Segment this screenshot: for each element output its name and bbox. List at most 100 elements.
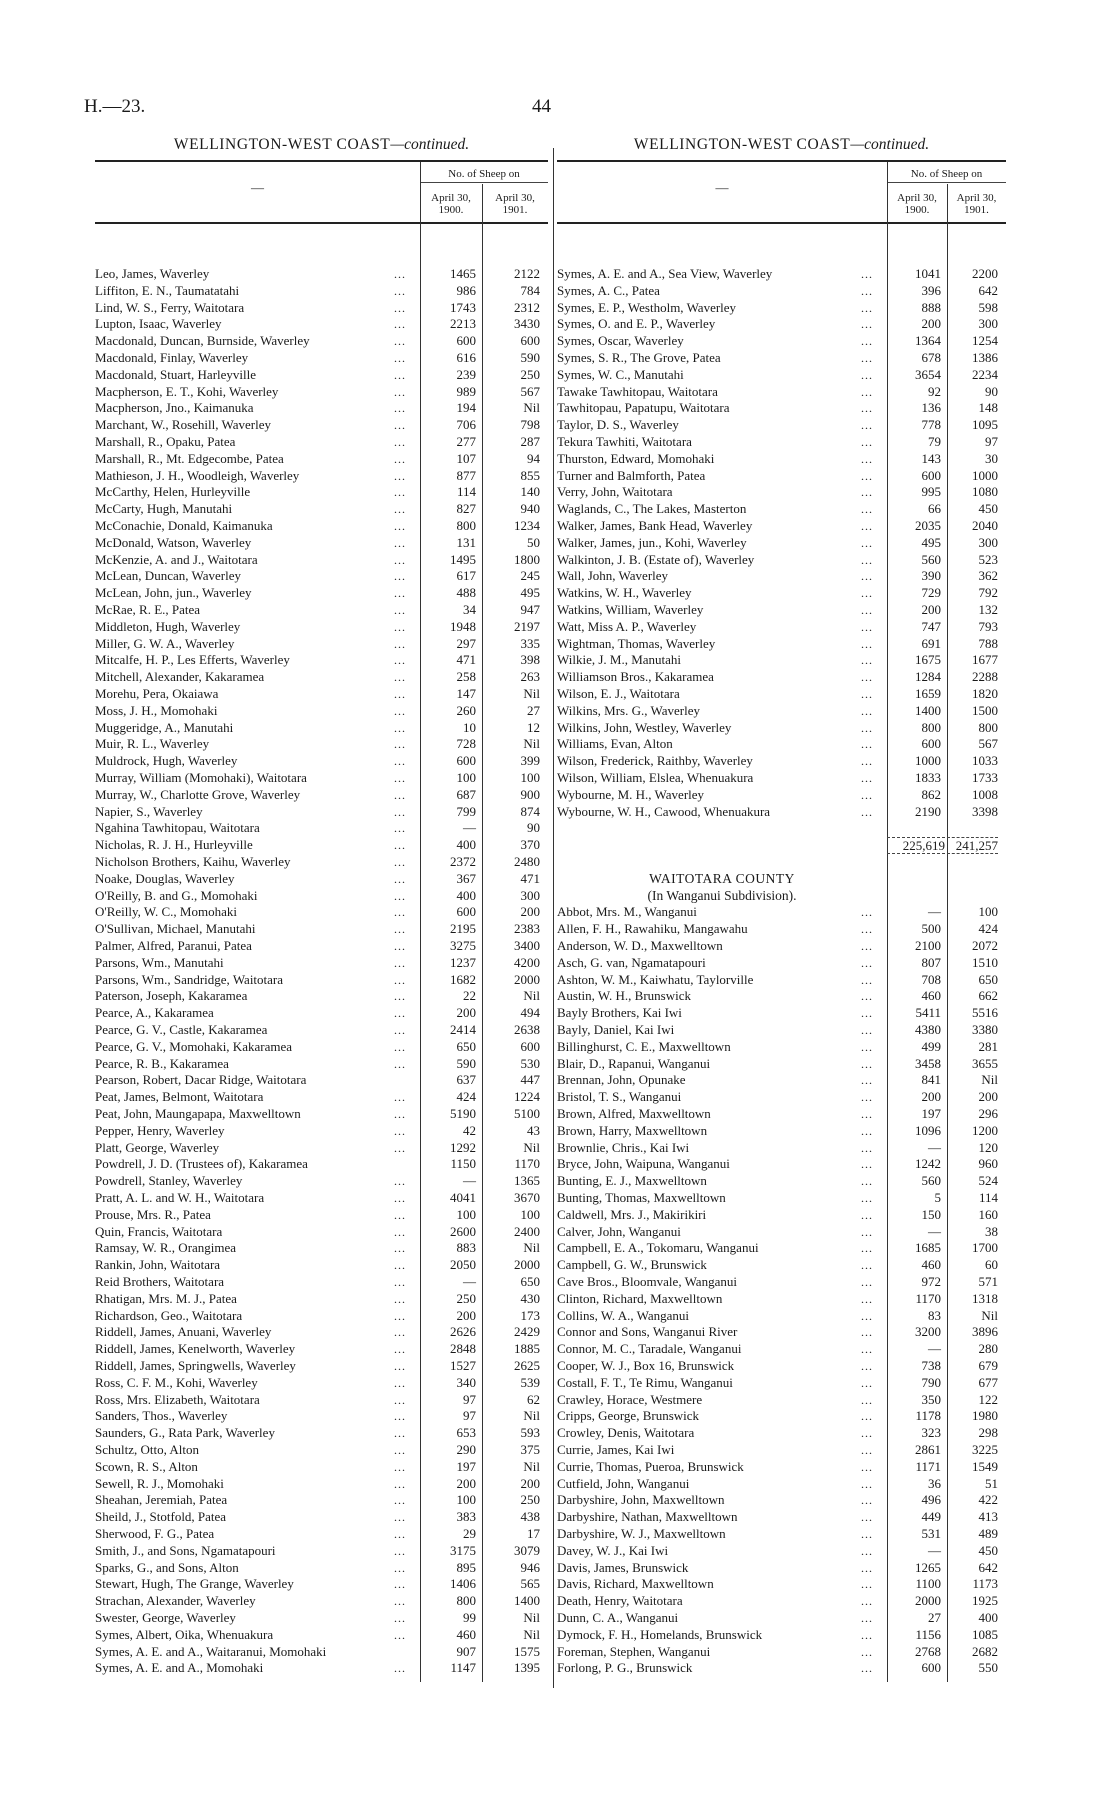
owner-name: Muir, R. L., Waverley: [95, 736, 210, 752]
sheep-1901: 2312: [514, 299, 540, 315]
table-row: Davey, W. J., Kai Iwi... — 450: [557, 1543, 1006, 1560]
sheep-1900: —: [928, 1341, 941, 1357]
sheep-1900: 1096: [915, 1122, 941, 1138]
sheep-1900: 1041: [915, 266, 941, 281]
leader-dots: ...: [394, 1107, 406, 1121]
sheep-1900: 2600: [450, 1223, 476, 1239]
table-row: Ross, Mrs. Elizabeth, Waitotara... 97 62: [95, 1392, 548, 1409]
sheep-1900: 841: [921, 1072, 942, 1088]
column-header-1900: April 30, 1900.: [431, 192, 471, 216]
table-row: Waglands, C., The Lakes, Masterton... 66 4…: [557, 501, 1006, 518]
sheep-1901: 300: [978, 316, 999, 332]
table-row: Nicholas, R. J. H., Hurleyville... 400 370: [95, 837, 548, 854]
table-row: Taylor, D. S., Waverley... 778 1095: [557, 417, 1006, 434]
owner-name: Macpherson, Jno., Kaimanuka: [95, 400, 254, 416]
leader-dots: ...: [861, 1073, 873, 1088]
table-row: Austin, W. H., Brunswick... 460 662: [557, 988, 1006, 1005]
table-row: Thurston, Edward, Momohaki... 143 30: [557, 451, 1006, 468]
owner-name: Bunting, E. J., Maxwelltown: [557, 1173, 707, 1189]
sheep-1900: 1743: [450, 299, 476, 315]
sheep-1900: 42: [463, 1122, 476, 1138]
sheep-1900: 778: [921, 417, 942, 433]
sheep-1900: 197: [456, 1458, 477, 1474]
table-row: Riddell, James, Kenelworth, Waverley... 2…: [95, 1341, 548, 1358]
table-row: Palmer, Alfred, Paranui, Patea... 3275 340…: [95, 938, 548, 955]
table-row: Parsons, Wm., Sandridge, Waitotara... 168…: [95, 972, 548, 989]
sheep-1901: Nil: [523, 1408, 540, 1424]
leader-dots: ...: [861, 1594, 873, 1609]
leader-dots: ...: [394, 720, 406, 735]
table-row: Noake, Douglas, Waverley... 367 471: [95, 871, 548, 888]
owner-name: Darbyshire, W. J., Maxwelltown: [557, 1526, 726, 1541]
leader-dots: ...: [394, 1224, 406, 1239]
owner-name: Pearce, A., Kakaramea: [95, 1005, 214, 1021]
sheep-1901: 3380: [972, 1022, 998, 1037]
owner-name: Pearson, Robert, Dacar Ridge, Waitotara: [95, 1072, 307, 1088]
sheep-1900: 687: [456, 786, 477, 802]
sheep-1901: 1000: [972, 467, 998, 483]
leader-dots: ...: [861, 1527, 873, 1541]
sheep-1901: 148: [978, 400, 999, 416]
owner-name: Blair, D., Rapanui, Wanganui: [557, 1055, 711, 1071]
leader-dots: ...: [394, 1258, 406, 1273]
sheep-1900: 4041: [450, 1190, 476, 1205]
owner-name: Middleton, Hugh, Waverley: [95, 618, 241, 634]
owner-name: Currie, James, Kai Iwi: [557, 1442, 675, 1457]
sheep-1901: 679: [978, 1358, 999, 1373]
sheep-1901: 600: [520, 333, 541, 349]
leader-dots: ...: [394, 300, 406, 315]
sheep-1901: 250: [520, 366, 541, 382]
owner-name: Foreman, Stephen, Wanganui: [557, 1643, 711, 1659]
sheep-1901: 200: [520, 1475, 541, 1491]
sheep-1901: 1224: [514, 1089, 540, 1105]
owner-name: Peat, John, Maungapapa, Maxwelltown: [95, 1106, 301, 1121]
table-row: Lind, W. S., Ferry, Waitotara... 1743 2312: [95, 300, 548, 317]
sheep-1900: 66: [928, 501, 941, 517]
owner-name: Mathieson, J. H., Woodleigh, Waverley: [95, 467, 300, 483]
table-row: Bunting, Thomas, Maxwelltown... 5 114: [557, 1190, 1006, 1207]
sheep-1900: 290: [456, 1442, 477, 1457]
owner-name: Symes, O. and E. P., Waverley: [557, 316, 716, 332]
table-row: Forlong, P. G., Brunswick... 600 550: [557, 1660, 1006, 1677]
leader-dots: ...: [861, 670, 873, 685]
column-header-1900: April 30, 1900.: [897, 192, 937, 216]
owner-name: Ashton, W. M., Kaiwhatu, Taylorville: [557, 971, 754, 987]
leader-dots: ...: [394, 401, 406, 416]
table-row: O'Sullivan, Michael, Manutahi... 2195 2383: [95, 921, 548, 938]
owner-name: Pearce, G. V., Castle, Kakaramea: [95, 1022, 268, 1037]
sheep-1900: 1675: [915, 652, 941, 668]
sheep-1901: 1095: [972, 417, 998, 433]
sheep-1901: 2429: [514, 1324, 540, 1340]
column-divider: [553, 148, 554, 1688]
sheep-1901: 122: [978, 1391, 999, 1407]
leader-dots: ...: [861, 687, 873, 701]
owner-name: Parsons, Wm., Sandridge, Waitotara: [95, 971, 284, 987]
sheep-1901: 798: [520, 417, 541, 433]
sheep-1901: 788: [978, 635, 999, 651]
sheep-1900: 1948: [450, 618, 476, 634]
table-row: Pearce, G. V., Momohaki, Kakaramea... 650…: [95, 1039, 548, 1056]
table-row: Mathieson, J. H., Woodleigh, Waverley...…: [95, 468, 548, 485]
sheep-1901: 132: [978, 602, 999, 617]
owner-name: Lupton, Isaac, Waverley: [95, 316, 222, 332]
sheep-1900: —: [928, 904, 941, 920]
leader-dots: ...: [394, 670, 406, 685]
owner-name: McRae, R. E., Patea: [95, 602, 201, 617]
sheep-1901: 447: [520, 1072, 541, 1088]
table-row: Ross, C. F. M., Kohi, Waverley... 340 539: [95, 1375, 548, 1392]
owner-name: Symes, A. C., Patea: [557, 282, 660, 298]
owner-name: Sherwood, F. G., Patea: [95, 1526, 215, 1541]
table-row: Sheahan, Jeremiah, Patea... 100 250: [95, 1492, 548, 1509]
sheep-1901: Nil: [981, 1072, 998, 1088]
table-row: Cripps, George, Brunswick... 1178 1980: [557, 1408, 1006, 1425]
sheep-1900: 728: [456, 736, 477, 752]
owner-name: Sparks, G., and Sons, Alton: [95, 1559, 239, 1575]
sheep-1901: 1173: [972, 1576, 998, 1592]
owner-name: Connor and Sons, Wanganui River: [557, 1324, 738, 1340]
table-row: Rankin, John, Waitotara... 2050 2000: [95, 1257, 548, 1274]
sheep-1900: 706: [456, 417, 477, 433]
sheep-1900: 34: [463, 602, 476, 617]
sheep-1900: 197: [921, 1106, 942, 1121]
sheep-1901: 495: [520, 585, 541, 601]
sheep-1901: 1549: [972, 1458, 998, 1474]
